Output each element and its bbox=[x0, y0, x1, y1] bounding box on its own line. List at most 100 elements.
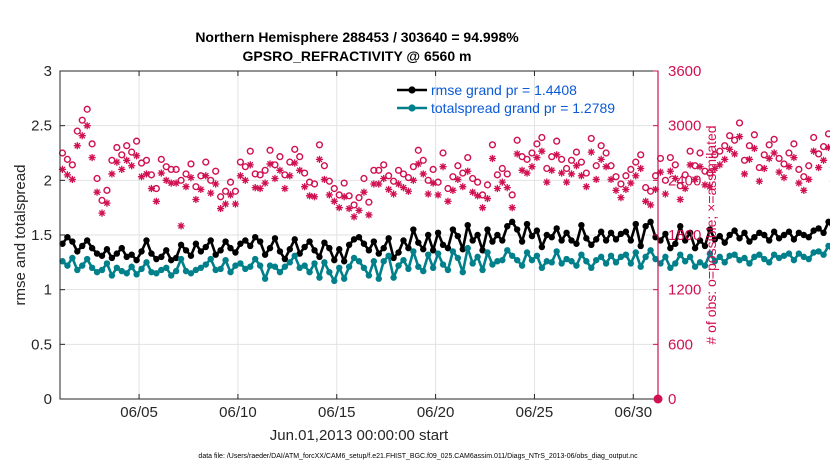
assimilated-obs-point bbox=[503, 184, 511, 192]
rmse-point bbox=[681, 237, 689, 244]
totalspread-point bbox=[518, 262, 526, 269]
y-tick-label: 2 bbox=[44, 172, 52, 189]
assimilated-obs-point bbox=[335, 204, 343, 212]
totalspread-point bbox=[311, 260, 318, 267]
totalspread-point bbox=[459, 268, 466, 276]
rmse-point bbox=[691, 244, 699, 252]
totalspread-point bbox=[711, 258, 719, 265]
totalspread-point bbox=[672, 260, 679, 267]
assimilated-obs-point bbox=[528, 163, 536, 171]
totalspread-point bbox=[820, 251, 827, 258]
totalspread-point bbox=[731, 251, 738, 258]
assimilated-obs-point bbox=[128, 162, 136, 170]
assimilated-obs-point bbox=[305, 192, 314, 200]
possible-obs-point bbox=[172, 165, 180, 174]
rmse-point bbox=[494, 231, 501, 239]
possible-obs-point bbox=[365, 198, 373, 206]
totalspread-point bbox=[657, 260, 664, 267]
y-axis-label-right: # of obs: o=possible; ×=assimilated bbox=[703, 125, 719, 344]
assimilated-obs-point bbox=[513, 150, 521, 158]
totalspread-point bbox=[800, 253, 807, 261]
assimilated-obs-point bbox=[113, 158, 121, 166]
rmse-point bbox=[464, 221, 471, 229]
chart-title: Northern Hemisphere 288453 / 303640 = 94… bbox=[195, 29, 519, 45]
assimilated-obs-point bbox=[572, 162, 581, 170]
assimilated-obs-point bbox=[276, 166, 284, 174]
rmse-point bbox=[662, 230, 669, 238]
rmse-point bbox=[434, 229, 442, 237]
totalspread-point bbox=[340, 275, 348, 282]
possible-obs-point bbox=[706, 169, 714, 177]
chart-subtitle: GPSRO_REFRACTIVITY @ 6560 m bbox=[243, 48, 472, 64]
assimilated-obs-point bbox=[800, 186, 808, 194]
assimilated-obs-point bbox=[676, 195, 684, 204]
rmse-point bbox=[400, 237, 407, 244]
rmse-point bbox=[163, 247, 170, 254]
rmse-point bbox=[736, 235, 743, 242]
possible-obs-point bbox=[291, 145, 299, 153]
rmse-point bbox=[632, 220, 639, 228]
possible-obs-series bbox=[58, 105, 830, 209]
rmse-point bbox=[167, 256, 175, 264]
assimilated-obs-point bbox=[236, 172, 244, 180]
totalspread-point bbox=[202, 261, 209, 268]
totalspread-point bbox=[252, 255, 259, 263]
rmse-point bbox=[311, 247, 318, 254]
totalspread-point bbox=[256, 262, 264, 269]
possible-obs-point bbox=[429, 165, 437, 174]
rmse-point bbox=[336, 246, 343, 253]
assimilated-obs-point bbox=[78, 132, 86, 140]
totalspread-point bbox=[93, 268, 101, 276]
totalspread-point bbox=[345, 263, 353, 270]
possible-obs-point bbox=[819, 143, 828, 151]
assimilated-obs-point bbox=[755, 177, 763, 185]
assimilated-obs-point bbox=[805, 175, 813, 184]
totalspread-point bbox=[464, 244, 471, 252]
assimilated-obs-point bbox=[58, 165, 67, 173]
assimilated-obs-point bbox=[592, 175, 600, 184]
totalspread-point bbox=[706, 250, 714, 257]
assimilated-obs-point bbox=[651, 185, 660, 194]
rmse-point bbox=[820, 229, 827, 237]
possible-obs-point bbox=[508, 191, 516, 199]
rmse-point bbox=[815, 225, 822, 232]
possible-obs-point bbox=[355, 194, 363, 202]
possible-obs-point bbox=[217, 193, 225, 201]
assimilated-obs-point bbox=[202, 172, 210, 180]
assimilated-obs-point bbox=[790, 153, 798, 162]
totalspread-point bbox=[232, 262, 239, 269]
rmse-point bbox=[588, 241, 595, 249]
possible-obs-point bbox=[434, 178, 442, 186]
assimilated-obs-point bbox=[488, 154, 497, 163]
totalspread-point bbox=[751, 253, 758, 261]
possible-obs-point bbox=[775, 154, 783, 163]
rmse-point bbox=[479, 247, 486, 254]
axis-ticks: 06/05 06/10 06/15 06/20 06/25 06/30 0 0.5 1 1.5 2 2… bbox=[31, 63, 701, 421]
possible-obs-point bbox=[637, 151, 645, 159]
possible-obs-point bbox=[147, 171, 156, 179]
assimilated-obs-point bbox=[345, 204, 353, 213]
assimilated-obs-point bbox=[562, 178, 571, 186]
assimilated-obs-point bbox=[642, 197, 650, 205]
possible-obs-point bbox=[666, 153, 674, 162]
possible-obs-point bbox=[310, 180, 319, 188]
assimilated-obs-point bbox=[493, 184, 501, 193]
rmse-point bbox=[716, 232, 723, 240]
rmse-point bbox=[232, 249, 239, 256]
assimilated-obs-point bbox=[63, 171, 72, 179]
possible-obs-point bbox=[113, 143, 121, 152]
possible-obs-point bbox=[469, 174, 477, 183]
assimilated-obs-point bbox=[824, 143, 830, 152]
assimilated-obs-point bbox=[810, 147, 818, 155]
rmse-point bbox=[617, 230, 625, 238]
rmse-point bbox=[123, 253, 130, 261]
totalspread-point bbox=[360, 264, 368, 271]
assimilated-obs-point bbox=[716, 161, 724, 169]
totalspread-point bbox=[523, 249, 531, 256]
rmse-point bbox=[98, 252, 106, 259]
totalspread-point bbox=[420, 267, 427, 275]
assimilated-obs-point bbox=[731, 150, 739, 158]
totalspread-point bbox=[88, 264, 96, 271]
assimilated-obs-point bbox=[686, 161, 694, 169]
totalspread-point bbox=[271, 263, 279, 270]
